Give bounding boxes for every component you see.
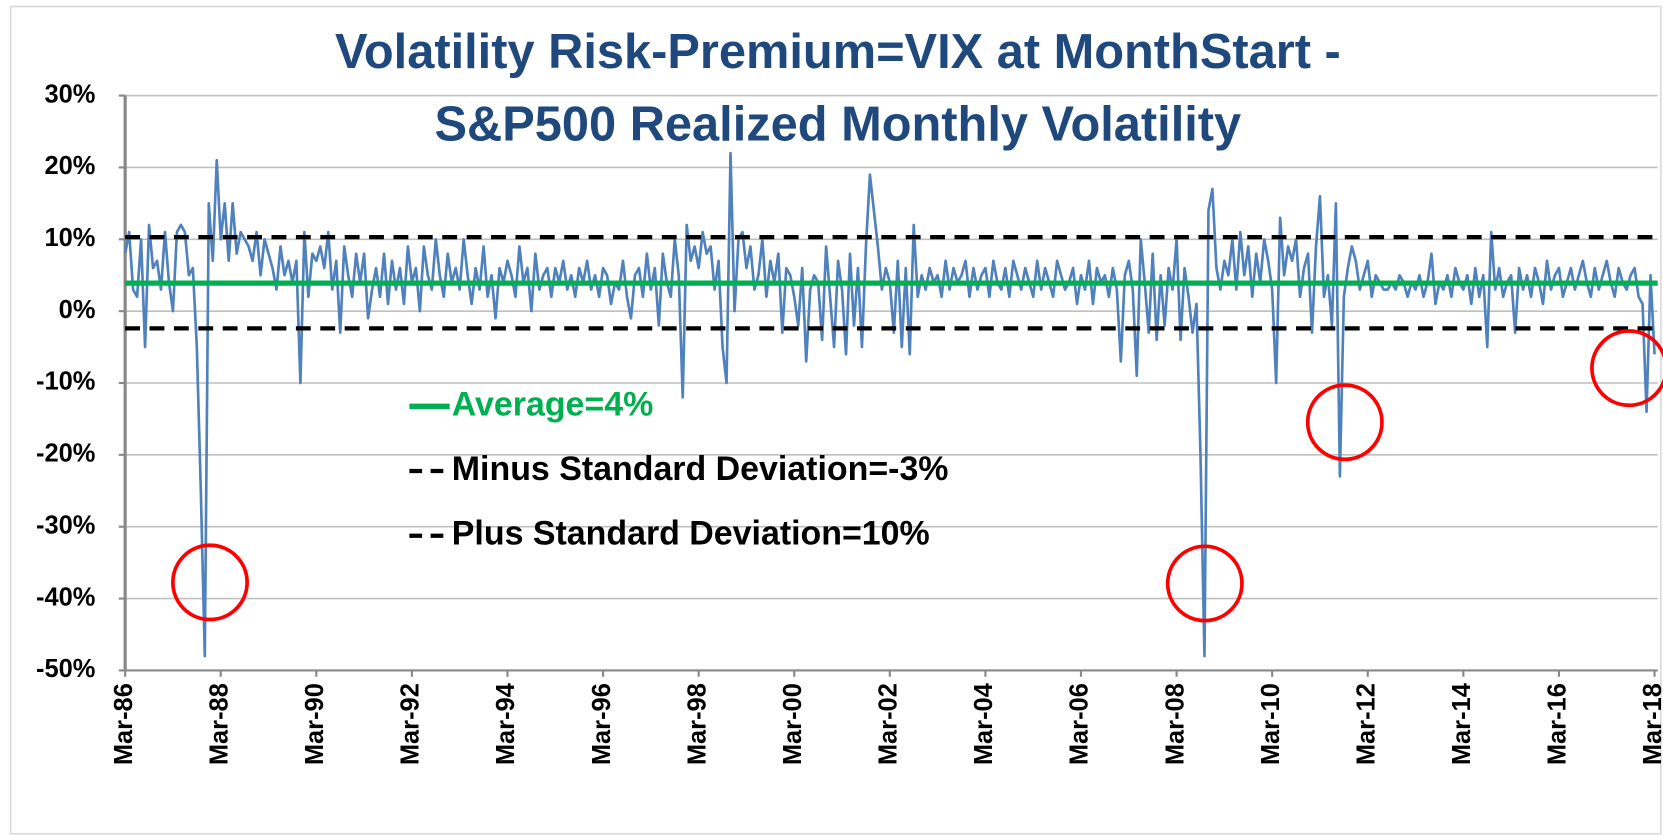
x-tick-label: Mar-10	[1257, 683, 1285, 765]
x-tick-label: Mar-98	[683, 683, 711, 765]
x-tick-label: Mar-94	[492, 682, 520, 765]
highlight-circle	[1590, 329, 1663, 408]
y-tick-label: -30%	[36, 511, 95, 539]
y-tick-label: -10%	[36, 368, 95, 396]
highlight-circle	[1305, 383, 1384, 462]
x-tick-label: Mar-12	[1352, 683, 1380, 765]
y-tick-label: -50%	[36, 655, 95, 683]
legend-label: Average=4%	[452, 385, 653, 423]
highlight-circle	[1165, 544, 1244, 623]
x-tick-label: Mar-16	[1544, 683, 1572, 765]
y-tick-label: 20%	[45, 152, 96, 180]
x-tick-label: Mar-90	[301, 683, 329, 765]
y-tick-label: -40%	[36, 583, 95, 611]
chart-title: S&P500 Realized Monthly Volatility	[435, 97, 1242, 151]
x-tick-label: Mar-08	[1161, 683, 1189, 765]
x-tick-label: Mar-00	[779, 683, 807, 765]
x-tick-label: Mar-02	[875, 683, 903, 765]
x-tick-label: Mar-04	[970, 682, 998, 765]
legend-label: Plus Standard Deviation=10%	[452, 515, 930, 553]
y-tick-label: -20%	[36, 440, 95, 468]
x-tick-label: Mar-92	[397, 683, 425, 765]
x-tick-label: Mar-06	[1066, 683, 1094, 765]
chart-title: Volatility Risk-Premium=VIX at MonthStar…	[335, 25, 1341, 79]
highlight-circle	[171, 543, 249, 622]
y-tick-label: 10%	[45, 224, 96, 252]
x-tick-label: Mar-96	[588, 683, 616, 765]
y-tick-label: 0%	[59, 296, 96, 324]
y-tick-label: 30%	[45, 80, 96, 108]
x-tick-label: Mar-86	[110, 683, 138, 765]
legend-label: Minus Standard Deviation=-3%	[452, 450, 949, 488]
x-tick-label: Mar-88	[205, 683, 233, 765]
chart-frame	[9, 5, 1662, 835]
x-tick-label: Mar-14	[1448, 682, 1476, 765]
x-tick-label: Mar-18	[1639, 683, 1663, 765]
